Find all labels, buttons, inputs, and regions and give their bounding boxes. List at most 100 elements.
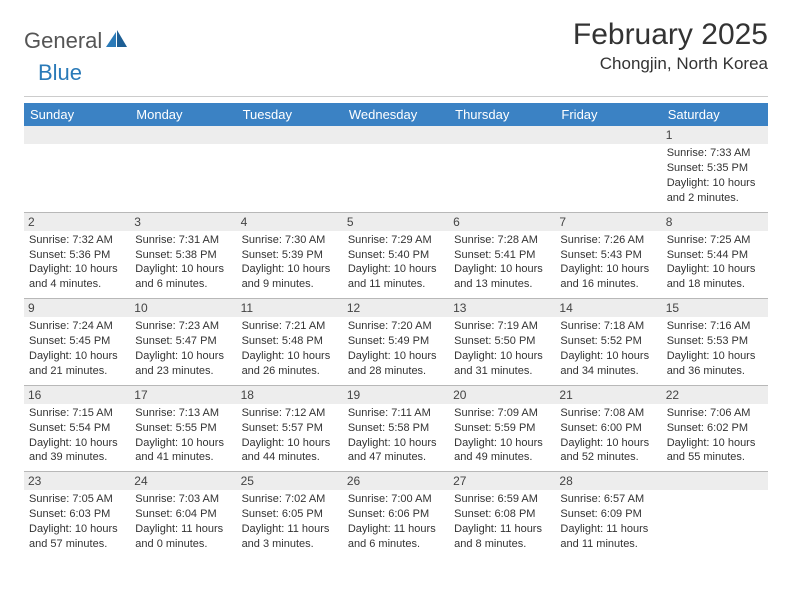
calendar-head: Sunday Monday Tuesday Wednesday Thursday… [24,103,768,126]
weekday-header: Thursday [449,103,555,126]
sunrise-text: Sunrise: 7:19 AM [454,319,550,334]
daylight-text: Daylight: 10 hours and 16 minutes. [560,262,656,292]
sunrise-text: Sunrise: 7:25 AM [667,233,763,248]
day-number: 13 [449,299,555,317]
sunrise-text: Sunrise: 7:16 AM [667,319,763,334]
daylight-text: Daylight: 10 hours and 23 minutes. [135,349,231,379]
weekday-header: Tuesday [237,103,343,126]
daylight-text: Daylight: 10 hours and 18 minutes. [667,262,763,292]
calendar-cell: 21Sunrise: 7:08 AMSunset: 6:00 PMDayligh… [555,385,661,472]
calendar-cell: 24Sunrise: 7:03 AMSunset: 6:04 PMDayligh… [130,472,236,558]
weekday-header: Friday [555,103,661,126]
sunrise-text: Sunrise: 7:30 AM [242,233,338,248]
sunrise-text: Sunrise: 7:29 AM [348,233,444,248]
daylight-text: Daylight: 10 hours and 49 minutes. [454,436,550,466]
logo-text-blue: Blue [24,60,82,86]
calendar-cell [449,126,555,212]
calendar-cell: 13Sunrise: 7:19 AMSunset: 5:50 PMDayligh… [449,299,555,386]
calendar-cell [343,126,449,212]
day-number: 22 [662,386,768,404]
calendar-cell [24,126,130,212]
sunrise-text: Sunrise: 7:08 AM [560,406,656,421]
sunset-text: Sunset: 5:57 PM [242,421,338,436]
sunrise-text: Sunrise: 7:33 AM [667,146,763,161]
daylight-text: Daylight: 10 hours and 11 minutes. [348,262,444,292]
sunrise-text: Sunrise: 7:06 AM [667,406,763,421]
daylight-text: Daylight: 11 hours and 6 minutes. [348,522,444,552]
sunrise-text: Sunrise: 7:28 AM [454,233,550,248]
calendar-cell: 4Sunrise: 7:30 AMSunset: 5:39 PMDaylight… [237,212,343,299]
calendar-cell: 8Sunrise: 7:25 AMSunset: 5:44 PMDaylight… [662,212,768,299]
day-number: 20 [449,386,555,404]
sunset-text: Sunset: 5:44 PM [667,248,763,263]
day-number: 3 [130,213,236,231]
daylight-text: Daylight: 10 hours and 28 minutes. [348,349,444,379]
day-number [24,126,130,144]
calendar-cell [555,126,661,212]
daylight-text: Daylight: 10 hours and 47 minutes. [348,436,444,466]
daylight-text: Daylight: 10 hours and 52 minutes. [560,436,656,466]
sunset-text: Sunset: 6:05 PM [242,507,338,522]
daylight-text: Daylight: 10 hours and 21 minutes. [29,349,125,379]
sunset-text: Sunset: 5:59 PM [454,421,550,436]
weekday-header: Monday [130,103,236,126]
calendar-page: General February 2025 Chongjin, North Ko… [0,0,792,576]
daylight-text: Daylight: 10 hours and 36 minutes. [667,349,763,379]
sunset-text: Sunset: 6:00 PM [560,421,656,436]
logo: General [24,18,132,54]
calendar-cell: 23Sunrise: 7:05 AMSunset: 6:03 PMDayligh… [24,472,130,558]
sunset-text: Sunset: 6:06 PM [348,507,444,522]
weekday-header: Wednesday [343,103,449,126]
daylight-text: Daylight: 11 hours and 8 minutes. [454,522,550,552]
day-number [662,472,768,490]
daylight-text: Daylight: 10 hours and 31 minutes. [454,349,550,379]
daylight-text: Daylight: 10 hours and 6 minutes. [135,262,231,292]
calendar-cell: 7Sunrise: 7:26 AMSunset: 5:43 PMDaylight… [555,212,661,299]
calendar-cell: 25Sunrise: 7:02 AMSunset: 6:05 PMDayligh… [237,472,343,558]
weekday-header: Sunday [24,103,130,126]
day-number: 1 [662,126,768,144]
calendar-table: Sunday Monday Tuesday Wednesday Thursday… [24,103,768,558]
calendar-row: 9Sunrise: 7:24 AMSunset: 5:45 PMDaylight… [24,299,768,386]
daylight-text: Daylight: 11 hours and 11 minutes. [560,522,656,552]
sunrise-text: Sunrise: 7:32 AM [29,233,125,248]
sunrise-text: Sunrise: 6:57 AM [560,492,656,507]
calendar-row: 2 Sunrise: 7:32 AMSunset: 5:36 PM Daylight… [24,212,768,299]
calendar-row: 1Sunrise: 7:33 AMSunset: 5:35 PMDaylight… [24,126,768,212]
sunrise-text: Sunrise: 7:03 AM [135,492,231,507]
sunrise-text: Sunrise: 7:00 AM [348,492,444,507]
sunrise-text: Sunrise: 7:26 AM [560,233,656,248]
sunset-text: Sunset: 5:55 PM [135,421,231,436]
calendar-cell [662,472,768,558]
sunrise-text: Sunrise: 7:31 AM [135,233,231,248]
logo-text-general: General [24,28,102,54]
sunrise-text: Sunrise: 7:15 AM [29,406,125,421]
day-number: 25 [237,472,343,490]
calendar-cell: 5Sunrise: 7:29 AMSunset: 5:40 PMDaylight… [343,212,449,299]
day-number: 23 [24,472,130,490]
calendar-cell: 20Sunrise: 7:09 AMSunset: 5:59 PMDayligh… [449,385,555,472]
day-number: 6 [449,213,555,231]
day-number: 12 [343,299,449,317]
logo-sail-icon [106,30,128,53]
day-number: 27 [449,472,555,490]
weekday-header: Saturday [662,103,768,126]
day-number: 2 [24,213,130,231]
location-subtitle: Chongjin, North Korea [573,54,768,74]
calendar-cell: 1Sunrise: 7:33 AMSunset: 5:35 PMDaylight… [662,126,768,212]
daylight-text: Daylight: 10 hours and 9 minutes. [242,262,338,292]
day-number: 15 [662,299,768,317]
sunset-text: Sunset: 5:45 PM [29,334,125,349]
day-number: 17 [130,386,236,404]
sunset-text: Sunset: 5:54 PM [29,421,125,436]
sunrise-text: Sunrise: 7:24 AM [29,319,125,334]
sunset-text: Sunset: 5:48 PM [242,334,338,349]
sunset-text: Sunset: 5:41 PM [454,248,550,263]
header-divider [24,96,768,97]
sunrise-text: Sunrise: 7:02 AM [242,492,338,507]
sunset-text: Sunset: 6:09 PM [560,507,656,522]
sunrise-text: Sunrise: 7:23 AM [135,319,231,334]
sunset-text: Sunset: 5:36 PM [29,248,125,263]
day-number: 7 [555,213,661,231]
calendar-cell: 15Sunrise: 7:16 AMSunset: 5:53 PMDayligh… [662,299,768,386]
